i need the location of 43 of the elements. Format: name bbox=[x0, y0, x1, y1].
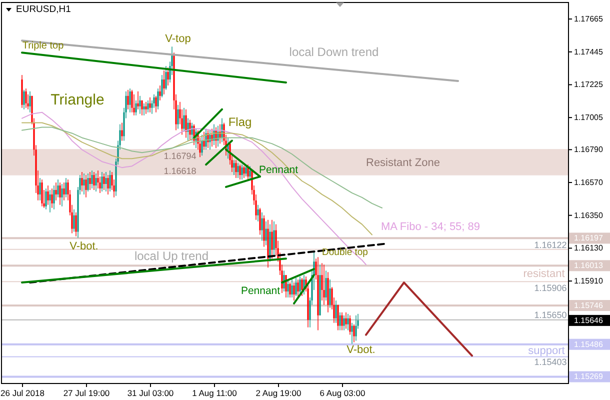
x-tick-label: 6 Aug 03:00 bbox=[320, 388, 366, 398]
y-tick-label: 1.16013 bbox=[574, 261, 604, 270]
y-tick-label: 1.16790 bbox=[574, 145, 604, 154]
annotation: 1.15906 bbox=[534, 283, 567, 293]
y-tick-label: 1.15646 bbox=[574, 316, 604, 325]
annotation: V-bot. bbox=[70, 240, 98, 253]
y-tick-label: 1.17445 bbox=[574, 47, 604, 56]
annotation: Resistant Zone bbox=[366, 157, 440, 169]
y-tick-label: 1.17005 bbox=[574, 113, 604, 122]
x-tick-label: 27 Jul 19:00 bbox=[63, 388, 110, 398]
x-tick-label: 31 Jul 03:00 bbox=[127, 388, 174, 398]
annotation: 1.16794 bbox=[164, 151, 196, 162]
x-tick-label: 1 Aug 11:00 bbox=[192, 388, 238, 398]
y-tick-label: 1.16197 bbox=[574, 234, 604, 243]
y-tick-label: 1.16350 bbox=[574, 210, 604, 220]
annotation: local Up trend bbox=[134, 249, 209, 263]
annotation: Double top bbox=[322, 247, 368, 258]
x-tick-label: 2 Aug 19:00 bbox=[256, 388, 302, 398]
y-tick-label: 1.15269 bbox=[574, 372, 604, 382]
x-tick-label: 26 Jul 2018 bbox=[0, 388, 45, 398]
annotation: MA Fibo - 34; 55; 89 bbox=[380, 221, 480, 233]
y-tick-label: 1.15746 bbox=[574, 301, 604, 310]
y-tick-label: 1.15910 bbox=[574, 276, 604, 286]
annotation: resistant bbox=[523, 268, 565, 280]
annotation: 1.16618 bbox=[164, 166, 196, 176]
annotation: 1.16122 bbox=[534, 240, 567, 250]
annotation: Triangle bbox=[50, 92, 104, 108]
annotation: Flag bbox=[228, 115, 252, 129]
annotation: Triple top bbox=[22, 40, 64, 52]
y-tick-label: 1.15486 bbox=[574, 340, 604, 349]
annotation: 1.15650 bbox=[534, 310, 567, 320]
y-tick-label: 1.17225 bbox=[574, 80, 604, 90]
annotation: Pennant bbox=[240, 285, 280, 298]
y-tick-label: 1.16570 bbox=[574, 178, 604, 187]
annotation: V-top bbox=[165, 33, 191, 45]
annotation: 1.15403 bbox=[534, 357, 567, 367]
y-tick-label: 1.16130 bbox=[574, 244, 604, 253]
annotation: V-bot. bbox=[346, 344, 376, 356]
annotation: support bbox=[528, 345, 565, 357]
annotation: Pennant bbox=[258, 164, 298, 176]
chart-title: EURUSD,H1 bbox=[16, 4, 71, 15]
y-tick-label: 1.17665 bbox=[574, 14, 604, 24]
annotation: local Down trend bbox=[289, 45, 379, 59]
